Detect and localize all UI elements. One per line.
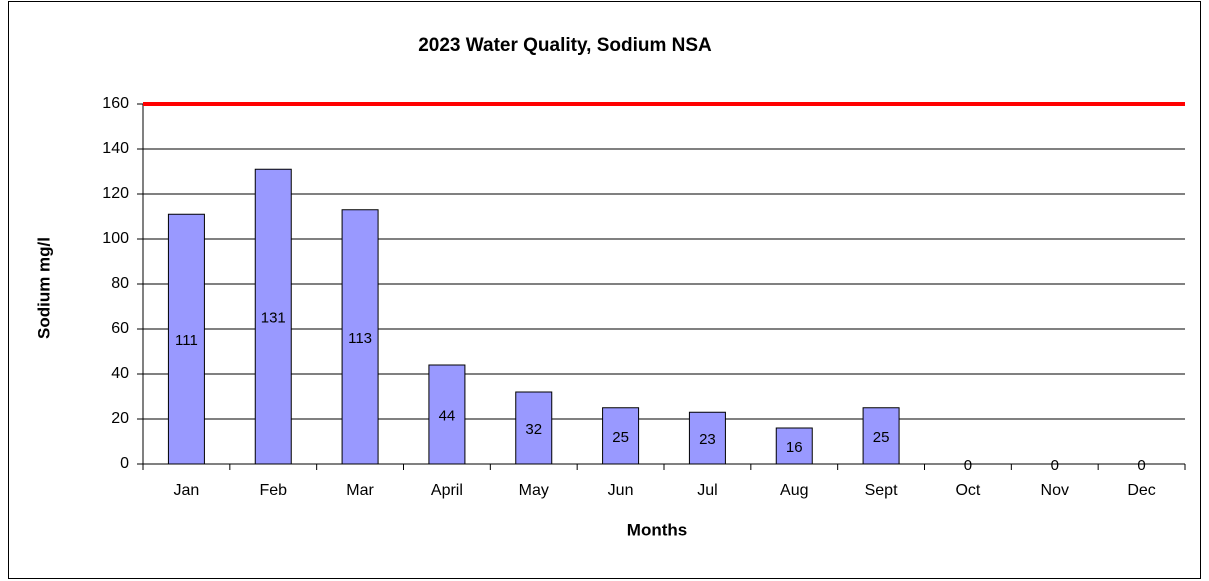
x-tick-label: Dec — [1127, 482, 1155, 499]
y-tick-label: 0 — [120, 455, 129, 472]
bar — [428, 364, 466, 465]
x-tick-label: May — [519, 482, 549, 499]
data-label: 44 — [439, 407, 456, 424]
x-tick-label: Aug — [780, 482, 808, 499]
bar — [775, 427, 813, 465]
bar — [602, 407, 640, 465]
data-label: 0 — [1051, 457, 1059, 474]
bar — [167, 213, 205, 465]
y-tick-label: 100 — [102, 230, 129, 247]
x-tick-label: Jul — [697, 482, 717, 499]
y-tick-label: 20 — [111, 410, 129, 427]
data-label: 111 — [175, 332, 198, 349]
bar — [341, 209, 379, 465]
data-label: 0 — [964, 457, 972, 474]
x-tick-label: Jun — [608, 482, 634, 499]
bar — [688, 411, 726, 465]
y-axis-title: Sodium mg/l — [34, 237, 53, 339]
y-tick-label: 60 — [111, 320, 129, 337]
data-label: 16 — [786, 439, 803, 456]
bar — [254, 168, 292, 465]
x-tick-label: Nov — [1041, 482, 1069, 499]
data-label: 32 — [525, 421, 542, 438]
data-label: 131 — [261, 310, 286, 327]
x-tick-label: Sept — [865, 482, 898, 499]
y-tick-label: 120 — [102, 185, 129, 202]
data-label: 23 — [699, 431, 716, 448]
y-tick-label: 160 — [102, 95, 129, 112]
chart-title: 2023 Water Quality, Sodium NSA — [418, 35, 712, 56]
x-tick-label: Jan — [174, 482, 200, 499]
data-label: 113 — [348, 330, 372, 347]
x-tick-label: Feb — [259, 482, 287, 499]
y-tick-label: 80 — [111, 275, 129, 292]
data-label: 0 — [1137, 457, 1145, 474]
data-label: 25 — [873, 429, 890, 446]
bar — [515, 391, 553, 465]
x-tick-label: Oct — [955, 482, 980, 499]
x-tick-label: Mar — [346, 482, 374, 499]
y-tick-label: 140 — [102, 140, 129, 157]
data-label: 25 — [612, 429, 629, 446]
bar — [862, 407, 900, 465]
chart-frame — [8, 1, 1201, 579]
y-tick-label: 40 — [111, 365, 129, 382]
x-axis-title: Months — [627, 520, 687, 539]
x-tick-label: April — [431, 482, 463, 499]
